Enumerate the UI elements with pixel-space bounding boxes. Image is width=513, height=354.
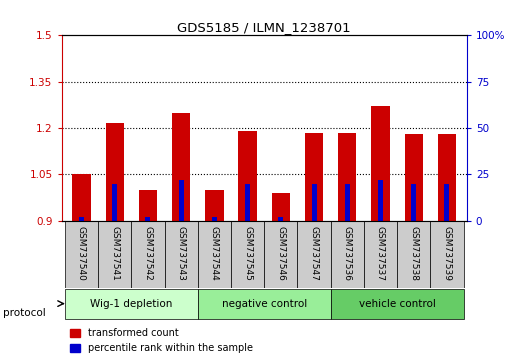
Text: GSM737538: GSM737538 <box>409 226 418 281</box>
Text: negative control: negative control <box>222 299 307 309</box>
Bar <box>198 221 231 287</box>
Bar <box>72 175 91 221</box>
Bar <box>338 133 357 221</box>
Bar <box>298 221 331 287</box>
Bar <box>411 184 416 221</box>
Bar <box>239 131 256 221</box>
Bar <box>331 221 364 287</box>
Text: protocol: protocol <box>3 308 45 318</box>
Bar <box>405 134 423 221</box>
Bar <box>331 289 464 319</box>
Bar <box>345 184 350 221</box>
Bar <box>172 113 190 221</box>
Bar <box>146 217 150 221</box>
Text: vehicle control: vehicle control <box>359 299 436 309</box>
Text: GSM737539: GSM737539 <box>442 226 451 281</box>
Bar <box>165 221 198 287</box>
Bar <box>98 221 131 287</box>
Text: GSM737543: GSM737543 <box>176 226 186 281</box>
Text: GSM737545: GSM737545 <box>243 226 252 281</box>
Bar <box>198 289 331 319</box>
Bar <box>106 124 124 221</box>
Text: Wig-1 depletion: Wig-1 depletion <box>90 299 172 309</box>
Text: GSM737542: GSM737542 <box>144 226 152 281</box>
Text: GSM737541: GSM737541 <box>110 226 119 281</box>
Bar <box>444 184 449 221</box>
Legend: transformed count, percentile rank within the sample: transformed count, percentile rank withi… <box>66 325 256 354</box>
Bar <box>364 221 397 287</box>
Bar <box>245 184 250 221</box>
Title: GDS5185 / ILMN_1238701: GDS5185 / ILMN_1238701 <box>177 21 351 34</box>
Text: GSM737540: GSM737540 <box>77 226 86 281</box>
Bar <box>264 221 298 287</box>
Bar <box>131 221 165 287</box>
Text: GSM737537: GSM737537 <box>376 226 385 281</box>
Bar <box>272 193 290 221</box>
Bar <box>205 190 224 221</box>
Bar <box>279 217 283 221</box>
Bar <box>305 133 323 221</box>
Bar <box>65 289 198 319</box>
Bar <box>430 221 464 287</box>
Text: GSM737544: GSM737544 <box>210 226 219 281</box>
Bar <box>79 217 84 221</box>
Bar <box>212 217 217 221</box>
Bar <box>65 221 98 287</box>
Bar <box>378 180 383 221</box>
Bar <box>397 221 430 287</box>
Bar <box>179 180 184 221</box>
Bar <box>139 190 157 221</box>
Text: GSM737546: GSM737546 <box>277 226 285 281</box>
Text: GSM737536: GSM737536 <box>343 226 352 281</box>
Bar <box>112 184 117 221</box>
Bar <box>438 134 456 221</box>
Bar <box>231 221 264 287</box>
Bar <box>311 184 317 221</box>
Bar <box>371 107 389 221</box>
Text: GSM737547: GSM737547 <box>309 226 319 281</box>
